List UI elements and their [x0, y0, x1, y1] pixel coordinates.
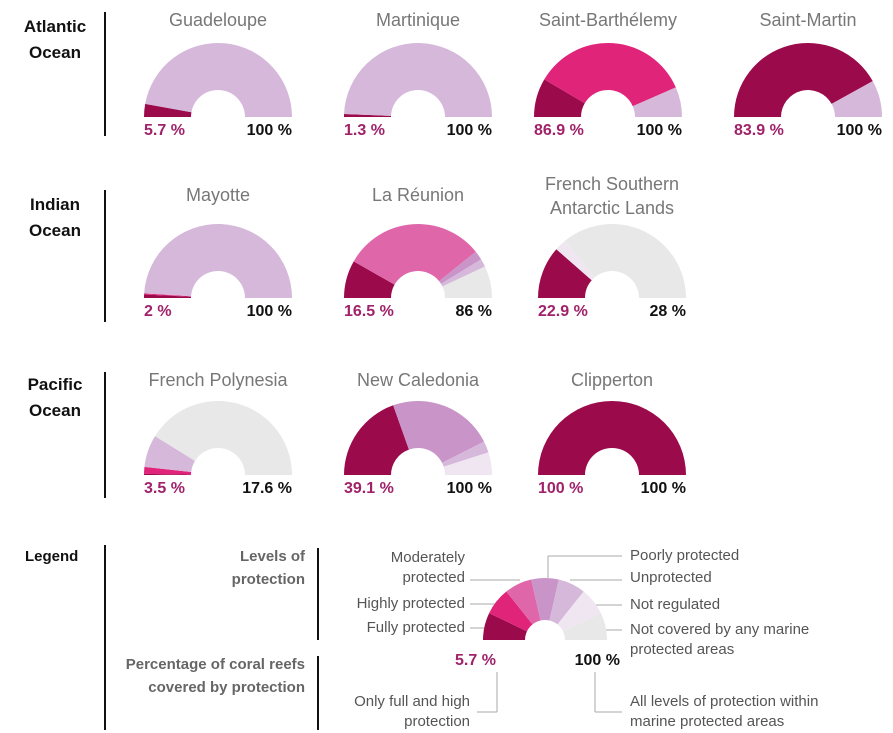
legend-label: 100 % [574, 652, 620, 669]
value-label: 2 % [144, 303, 172, 320]
value-label: 100 % [538, 480, 584, 497]
value-label: 1.3 % [344, 122, 385, 139]
legend-item: Poorly protected [630, 547, 740, 564]
value-label: 3.5 % [144, 480, 185, 497]
value-label: 100 % [446, 480, 492, 497]
value-label: 28 % [649, 303, 686, 320]
segment [393, 401, 485, 463]
segment [538, 249, 592, 298]
legend-item: Highly protected [356, 595, 465, 612]
segment [441, 259, 485, 287]
segment [556, 240, 595, 281]
segment [439, 251, 482, 284]
value-label: 86.9 % [534, 122, 584, 139]
segment [831, 81, 882, 117]
value-label: 22.9 % [538, 303, 588, 320]
chart-title: Martinique [375, 10, 461, 30]
segment [144, 466, 192, 475]
value-label: 100 % [446, 122, 492, 139]
value-label: 100 % [246, 303, 292, 320]
segment [344, 43, 492, 117]
segment [344, 113, 392, 117]
value-label: 16.5 % [344, 303, 394, 320]
segment [144, 293, 192, 297]
value-label: 5.7 % [144, 122, 185, 139]
legend-item: Moderately protected [390, 549, 465, 586]
legend-swatch [563, 613, 607, 640]
legend-title: Legend [25, 548, 79, 565]
legend-item: Not covered by any marine protected area… [630, 621, 810, 658]
segment [442, 441, 489, 467]
segment [155, 401, 292, 475]
segment [344, 261, 395, 298]
legend-swatch [531, 578, 559, 621]
legend-item: Unprotected [630, 569, 712, 586]
value-label: 39.1 % [344, 480, 394, 497]
legend-heading: Levels of protection [231, 548, 305, 588]
chart-title: Mayotte [185, 185, 251, 205]
segment [632, 87, 682, 117]
region-label: Pacific Ocean [27, 375, 83, 420]
legend-swatch [506, 579, 541, 625]
segment [544, 42, 676, 107]
legend-swatch [489, 591, 533, 632]
legend-heading: Percentage of coral reefs covered by pro… [125, 656, 305, 696]
region-label: Indian Ocean [29, 195, 81, 240]
value-label: 100 % [636, 122, 682, 139]
chart-title: Saint-Barthélemy [538, 10, 678, 30]
value-label: 86 % [455, 303, 492, 320]
segment [145, 43, 292, 118]
chart-title: Saint-Martin [759, 10, 857, 30]
legend-label: 5.7 % [455, 652, 496, 669]
segment [144, 103, 192, 117]
legend-item: Fully protected [366, 619, 465, 636]
legend-note: All levels of protection within marine p… [630, 693, 819, 730]
segment [534, 79, 585, 117]
segment [564, 224, 686, 298]
chart-title: Guadeloupe [168, 10, 268, 30]
segment [144, 436, 196, 473]
chart-title: Clipperton [570, 370, 654, 390]
segment [344, 405, 409, 475]
legend-swatch [483, 613, 527, 640]
chart-title: French Southern Antarctic Lands [544, 174, 680, 218]
value-label: 100 % [640, 480, 686, 497]
segment [353, 224, 476, 285]
chart-title: French Polynesia [148, 370, 288, 390]
segment [734, 43, 873, 117]
legend-swatch [549, 579, 584, 625]
value-label: 17.6 % [242, 480, 292, 497]
legend-item: Not regulated [630, 596, 721, 613]
value-label: 83.9 % [734, 122, 784, 139]
segment [442, 266, 492, 298]
region-label: Atlantic Ocean [23, 17, 87, 62]
legend-swatch [557, 591, 601, 632]
chart-title: La Réunion [371, 185, 465, 205]
segment [144, 473, 192, 475]
legend-note: Only full and high protection [354, 693, 470, 730]
chart-title: New Caledonia [356, 370, 480, 390]
segment [144, 224, 292, 298]
segment [144, 294, 192, 298]
segment [538, 401, 686, 475]
value-label: 100 % [246, 122, 292, 139]
segment [443, 452, 492, 475]
value-label: 100 % [836, 122, 882, 139]
